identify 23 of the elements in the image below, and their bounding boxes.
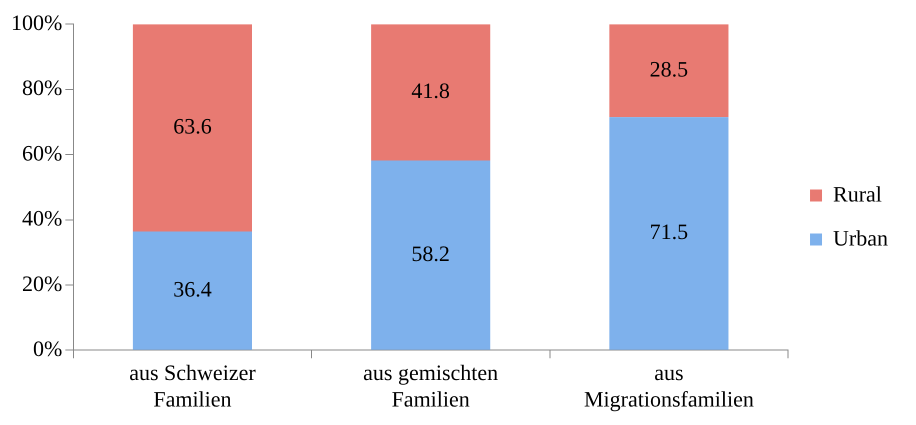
y-tick-label: 80% <box>22 75 62 100</box>
y-tick-label: 0% <box>33 336 62 361</box>
bar <box>371 160 490 350</box>
data-label: 28.5 <box>650 56 688 82</box>
legend-label: Rural <box>833 181 882 206</box>
y-tick-label: 40% <box>22 206 62 231</box>
bar <box>132 24 252 232</box>
data-label: 71.5 <box>650 219 688 244</box>
bar <box>609 24 728 118</box>
bar <box>609 117 728 350</box>
bar <box>371 24 490 160</box>
data-label: 36.4 <box>173 276 212 302</box>
legend-label: Urban <box>833 225 888 250</box>
y-tick-label: 20% <box>22 270 62 296</box>
bar <box>132 232 252 350</box>
data-label: 41.8 <box>411 78 450 104</box>
data-label: 58.2 <box>411 240 450 266</box>
x-tick-label: aus Schweizer Familien <box>129 360 256 412</box>
x-tick-label: aus gemischten Familien <box>363 360 498 412</box>
x-tick-label: aus Migrationsfamilien <box>584 360 754 412</box>
y-tick-label: 100% <box>11 10 62 35</box>
data-label: 63.6 <box>173 114 212 139</box>
y-tick-label: 60% <box>22 140 62 166</box>
